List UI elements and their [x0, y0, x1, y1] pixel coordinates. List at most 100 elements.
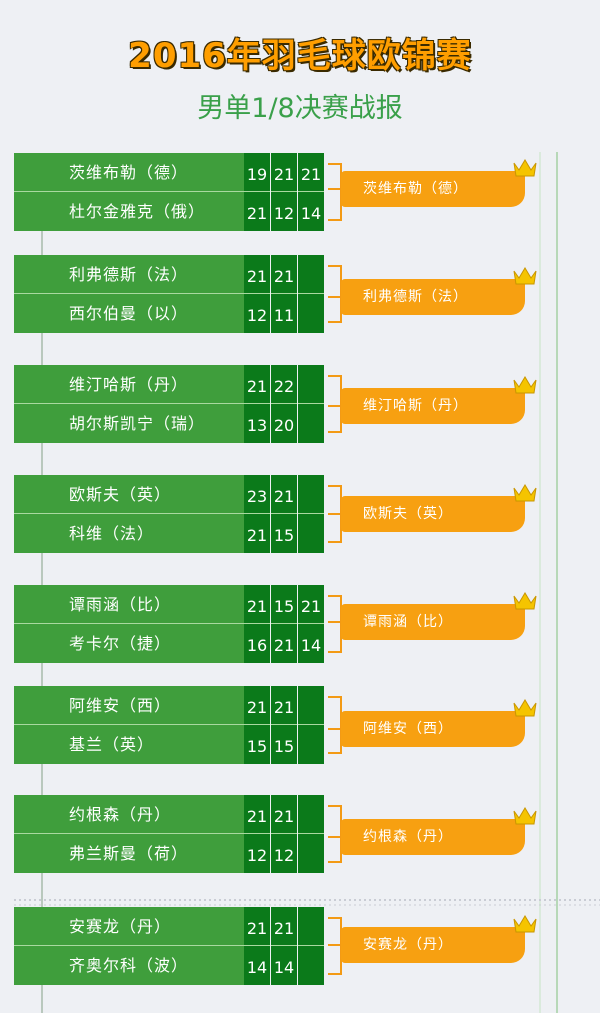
- match-row: 谭雨涵（比） 考卡尔（捷） 21 15 21 16 21 14: [14, 585, 600, 663]
- match-row: 茨维布勒（德） 杜尔金雅克（俄） 19 21 21 21 12 14: [14, 153, 600, 231]
- bracket-line: [328, 917, 342, 975]
- game-score: 14: [271, 946, 297, 985]
- game-score: 21: [244, 585, 270, 624]
- game-score: 23: [244, 475, 270, 514]
- match-row: 阿维安（西） 基兰（英） 21 21 15 15: [14, 686, 600, 764]
- connector-line: [328, 188, 342, 190]
- player-name: 约根森（丹）: [14, 795, 244, 834]
- crown-icon: [513, 267, 537, 285]
- bracket-line: [328, 163, 342, 221]
- crown-icon: [513, 915, 537, 933]
- game-score: 12: [271, 834, 297, 873]
- match-row: 约根森（丹） 弗兰斯曼（荷） 21 21 12 12: [14, 795, 600, 873]
- game-score: 15: [271, 585, 297, 624]
- game-score: 21: [298, 153, 324, 192]
- game-score: 21: [271, 795, 297, 834]
- player-name: 谭雨涵（比）: [14, 585, 244, 624]
- game-score: 15: [271, 514, 297, 553]
- connector-line: [328, 621, 342, 623]
- game-score: 21: [244, 365, 270, 404]
- crown-icon: [513, 159, 537, 177]
- bracket-line: [328, 805, 342, 863]
- player-name: 胡尔斯凯宁（瑞）: [14, 404, 244, 443]
- winner-badge: 维汀哈斯（丹）: [341, 388, 525, 424]
- player-name: 西尔伯曼（以）: [14, 294, 244, 333]
- game-score: 16: [244, 624, 270, 663]
- connector-line: [328, 296, 342, 298]
- game-score: 22: [271, 365, 297, 404]
- crown-icon: [513, 484, 537, 502]
- game-score: [298, 946, 324, 985]
- game-score: 14: [244, 946, 270, 985]
- game-score: 15: [244, 725, 270, 764]
- bracket-line: [328, 595, 342, 653]
- game-score: 14: [298, 624, 324, 663]
- winner-badge: 欧斯夫（英）: [341, 496, 525, 532]
- crown-icon: [513, 807, 537, 825]
- game-score: 21: [271, 624, 297, 663]
- game-score: [298, 725, 324, 764]
- game-score: 21: [271, 153, 297, 192]
- game-score: 21: [244, 255, 270, 294]
- player-name: 欧斯夫（英）: [14, 475, 244, 514]
- game-score: 12: [244, 834, 270, 873]
- game-score: 21: [271, 255, 297, 294]
- game-score: [298, 795, 324, 834]
- page-subtitle: 男单1/8决赛战报: [197, 93, 403, 124]
- game-score: 21: [244, 795, 270, 834]
- player-name: 杜尔金雅克（俄）: [14, 192, 244, 231]
- bracket-line: [328, 265, 342, 323]
- game-score: 14: [298, 192, 324, 231]
- winner-badge: 阿维安（西）: [341, 711, 525, 747]
- player-name: 齐奥尔科（波）: [14, 946, 244, 985]
- player-name: 考卡尔（捷）: [14, 624, 244, 663]
- winner-badge: 茨维布勒（德）: [341, 171, 525, 207]
- game-score: 21: [244, 514, 270, 553]
- bracket-line: [328, 696, 342, 754]
- game-score: 20: [271, 404, 297, 443]
- game-score: 21: [271, 686, 297, 725]
- game-score: 21: [271, 907, 297, 946]
- crown-icon: [513, 376, 537, 394]
- player-name: 安赛龙（丹）: [14, 907, 244, 946]
- player-name: 利弗德斯（法）: [14, 255, 244, 294]
- game-score: [298, 404, 324, 443]
- match-row: 安赛龙（丹） 齐奥尔科（波） 21 21 14 14: [14, 907, 600, 985]
- winner-badge: 谭雨涵（比）: [341, 604, 525, 640]
- crown-icon: [513, 699, 537, 717]
- player-name: 阿维安（西）: [14, 686, 244, 725]
- game-score: 21: [298, 585, 324, 624]
- match-row: 维汀哈斯（丹） 胡尔斯凯宁（瑞） 21 22 13 20: [14, 365, 600, 443]
- player-name: 茨维布勒（德）: [14, 153, 244, 192]
- game-score: [298, 686, 324, 725]
- game-score: [298, 365, 324, 404]
- game-score: 15: [271, 725, 297, 764]
- game-score: [298, 834, 324, 873]
- player-name: 基兰（英）: [14, 725, 244, 764]
- game-score: [298, 255, 324, 294]
- crown-icon: [513, 592, 537, 610]
- game-score: 19: [244, 153, 270, 192]
- game-score: 13: [244, 404, 270, 443]
- player-name: 科维（法）: [14, 514, 244, 553]
- game-score: 11: [271, 294, 297, 333]
- game-score: [298, 294, 324, 333]
- match-row: 欧斯夫（英） 科维（法） 23 21 21 15: [14, 475, 600, 553]
- page-title: 2016年羽毛球欧锦赛: [128, 36, 472, 76]
- winner-badge: 利弗德斯（法）: [341, 279, 525, 315]
- connector-line: [328, 944, 342, 946]
- connector-line: [328, 513, 342, 515]
- player-name: 维汀哈斯（丹）: [14, 365, 244, 404]
- winner-badge: 约根森（丹）: [341, 819, 525, 855]
- bracket-line: [328, 375, 342, 433]
- connector-line: [328, 405, 342, 407]
- game-score: [298, 475, 324, 514]
- game-score: 21: [271, 475, 297, 514]
- game-score: 12: [271, 192, 297, 231]
- game-score: [298, 907, 324, 946]
- winner-badge: 安赛龙（丹）: [341, 927, 525, 963]
- game-score: [298, 514, 324, 553]
- player-name: 弗兰斯曼（荷）: [14, 834, 244, 873]
- connector-line: [328, 836, 342, 838]
- connector-line: [328, 728, 342, 730]
